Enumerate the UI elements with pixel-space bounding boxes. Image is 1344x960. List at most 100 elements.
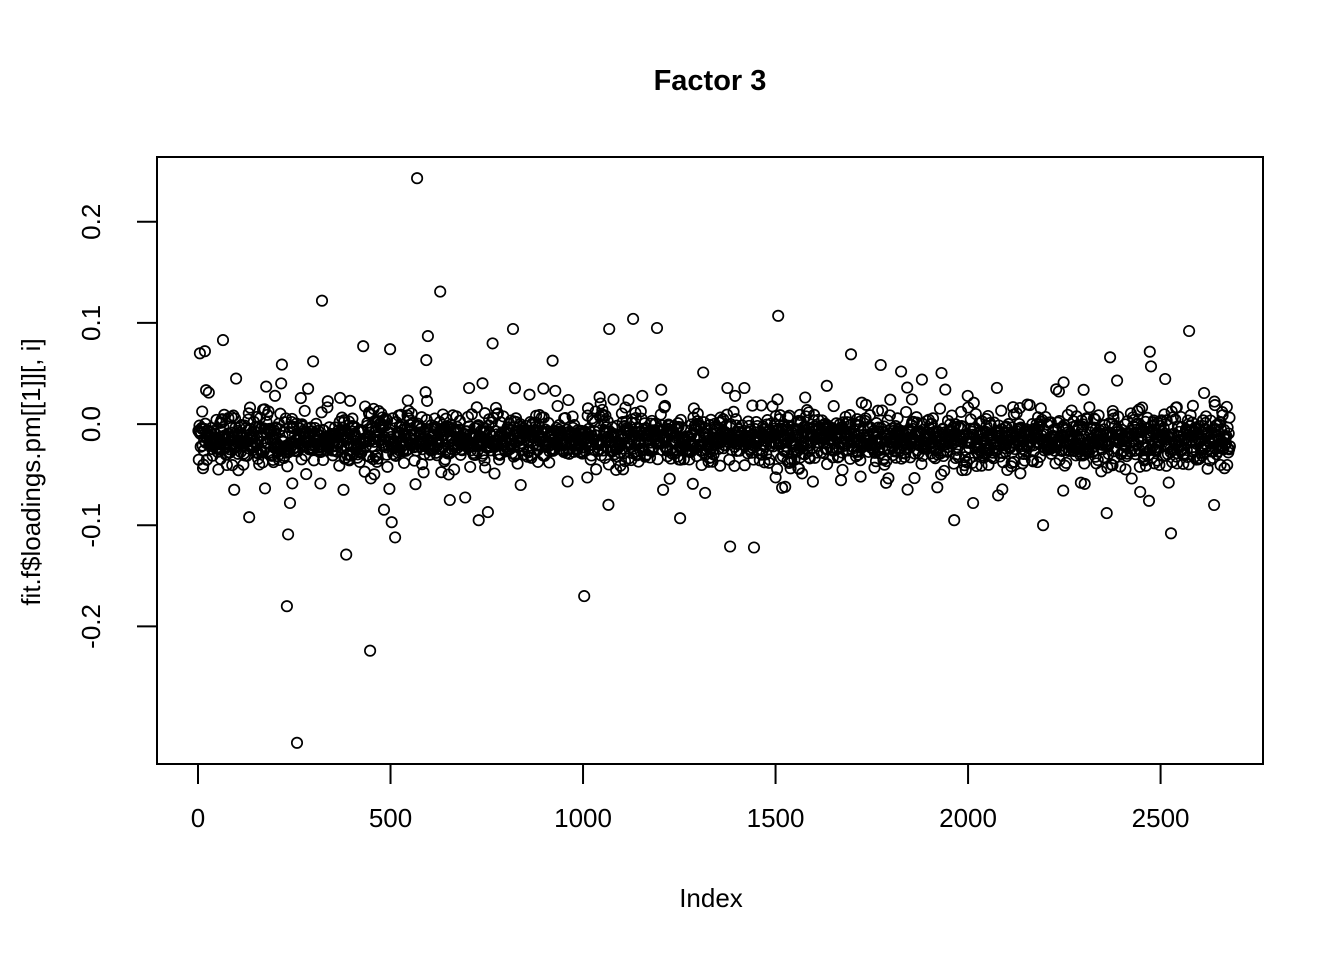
data-point [1201, 462, 1214, 475]
data-point [1037, 519, 1050, 532]
data-point [729, 389, 742, 402]
data-point [489, 401, 503, 414]
y-axis-label: fit.f$loadings.pm[[1]][, i] [16, 338, 46, 605]
data-point [1208, 498, 1221, 512]
data-point [721, 381, 734, 395]
data-point [243, 401, 257, 414]
data-point [636, 389, 649, 402]
data-point [844, 348, 858, 361]
data-point [381, 460, 394, 473]
data-point [596, 403, 609, 416]
data-point [196, 405, 209, 418]
data-point [514, 478, 527, 492]
x-axis-ticks: 0 500 1000 1500 2000 2500 [191, 764, 1190, 833]
data-point [599, 409, 612, 422]
data-point [1018, 454, 1031, 467]
data-point [312, 424, 325, 437]
data-point [1112, 410, 1125, 423]
data-point [230, 372, 243, 385]
data-point [1164, 527, 1178, 540]
x-tick-label: 0 [191, 803, 205, 833]
data-point [905, 393, 918, 406]
data-point [796, 467, 809, 480]
data-point [1183, 324, 1196, 338]
y-tick-label: 0.0 [76, 406, 106, 442]
data-point [262, 405, 275, 418]
chart-title: Factor 3 [654, 65, 767, 97]
data-point [283, 496, 297, 510]
data-point [559, 411, 572, 425]
data-point [287, 420, 300, 433]
y-tick-label: -0.1 [76, 503, 106, 548]
data-point [697, 366, 710, 379]
data-point [479, 461, 492, 474]
data-point [581, 471, 594, 484]
data-point [1144, 360, 1158, 373]
data-point [1057, 484, 1070, 497]
data-point [448, 463, 461, 476]
data-point [383, 482, 396, 495]
data-point [821, 458, 834, 471]
data-point [1148, 457, 1161, 470]
data-point [771, 462, 784, 476]
data-point [280, 600, 293, 613]
data-point [901, 381, 914, 394]
data-point [459, 491, 472, 504]
data-point [1092, 409, 1105, 422]
data-point [657, 483, 670, 496]
data-point [663, 472, 676, 485]
y-axis-ticks: -0.2 -0.1 0.0 0.1 0.2 [76, 204, 157, 649]
data-point [307, 355, 320, 368]
data-point [871, 404, 885, 417]
data-point [1180, 443, 1193, 457]
data-point [314, 477, 327, 490]
data-point [507, 450, 520, 463]
x-tick-label: 2500 [1132, 803, 1190, 833]
data-point [1159, 372, 1172, 386]
data-point [593, 391, 606, 404]
data-point [268, 389, 282, 402]
data-point [900, 405, 913, 419]
data-point [1052, 385, 1065, 398]
data-point [803, 452, 816, 465]
data-point [851, 413, 864, 426]
data-point [472, 514, 485, 527]
y-tick-label: 0.2 [76, 204, 106, 240]
data-point [769, 410, 782, 423]
data-point [1220, 429, 1233, 443]
data-point [200, 384, 213, 397]
data-point [854, 454, 867, 467]
data-point [411, 172, 424, 185]
data-point [486, 337, 499, 350]
y-tick-label: 0.1 [76, 305, 106, 341]
data-point [298, 404, 311, 417]
data-point [464, 460, 477, 473]
data-point [337, 483, 350, 496]
data-point [1136, 401, 1149, 414]
x-axis-label: Index [679, 883, 743, 913]
data-point [967, 396, 980, 409]
data-point [1000, 420, 1013, 433]
data-point [202, 386, 215, 399]
data-points-layer [192, 172, 1236, 749]
data-point [772, 309, 785, 322]
data-point [935, 468, 948, 481]
data-point [307, 454, 320, 467]
data-point [1169, 413, 1182, 426]
data-point [317, 453, 330, 467]
data-point [286, 477, 299, 490]
data-point [443, 493, 456, 507]
data-point [1170, 401, 1183, 414]
data-point [1186, 399, 1199, 412]
data-point [476, 377, 489, 390]
data-point [537, 382, 550, 395]
data-point [959, 463, 972, 476]
data-point [724, 540, 737, 553]
data-point [1050, 383, 1063, 396]
data-point [334, 391, 347, 404]
data-point [1078, 457, 1091, 470]
data-point [290, 736, 304, 749]
data-point [1218, 462, 1231, 475]
data-point [834, 474, 848, 487]
data-point [525, 451, 538, 464]
